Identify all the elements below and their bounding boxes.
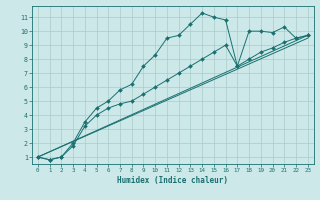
X-axis label: Humidex (Indice chaleur): Humidex (Indice chaleur) [117,176,228,185]
